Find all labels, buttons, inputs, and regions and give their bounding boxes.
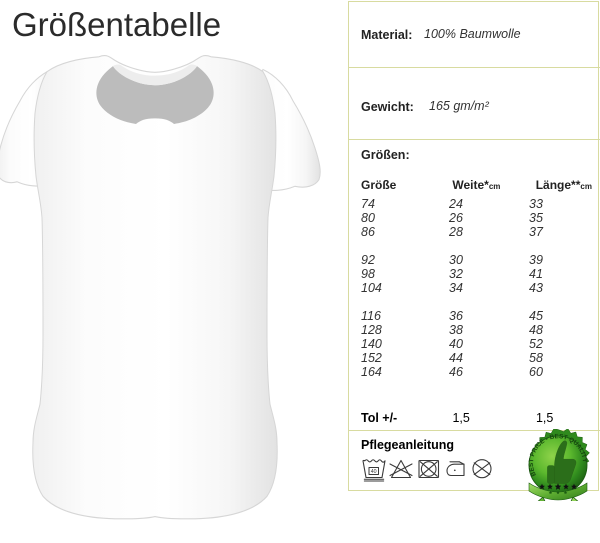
svg-text:40: 40 (371, 469, 377, 475)
